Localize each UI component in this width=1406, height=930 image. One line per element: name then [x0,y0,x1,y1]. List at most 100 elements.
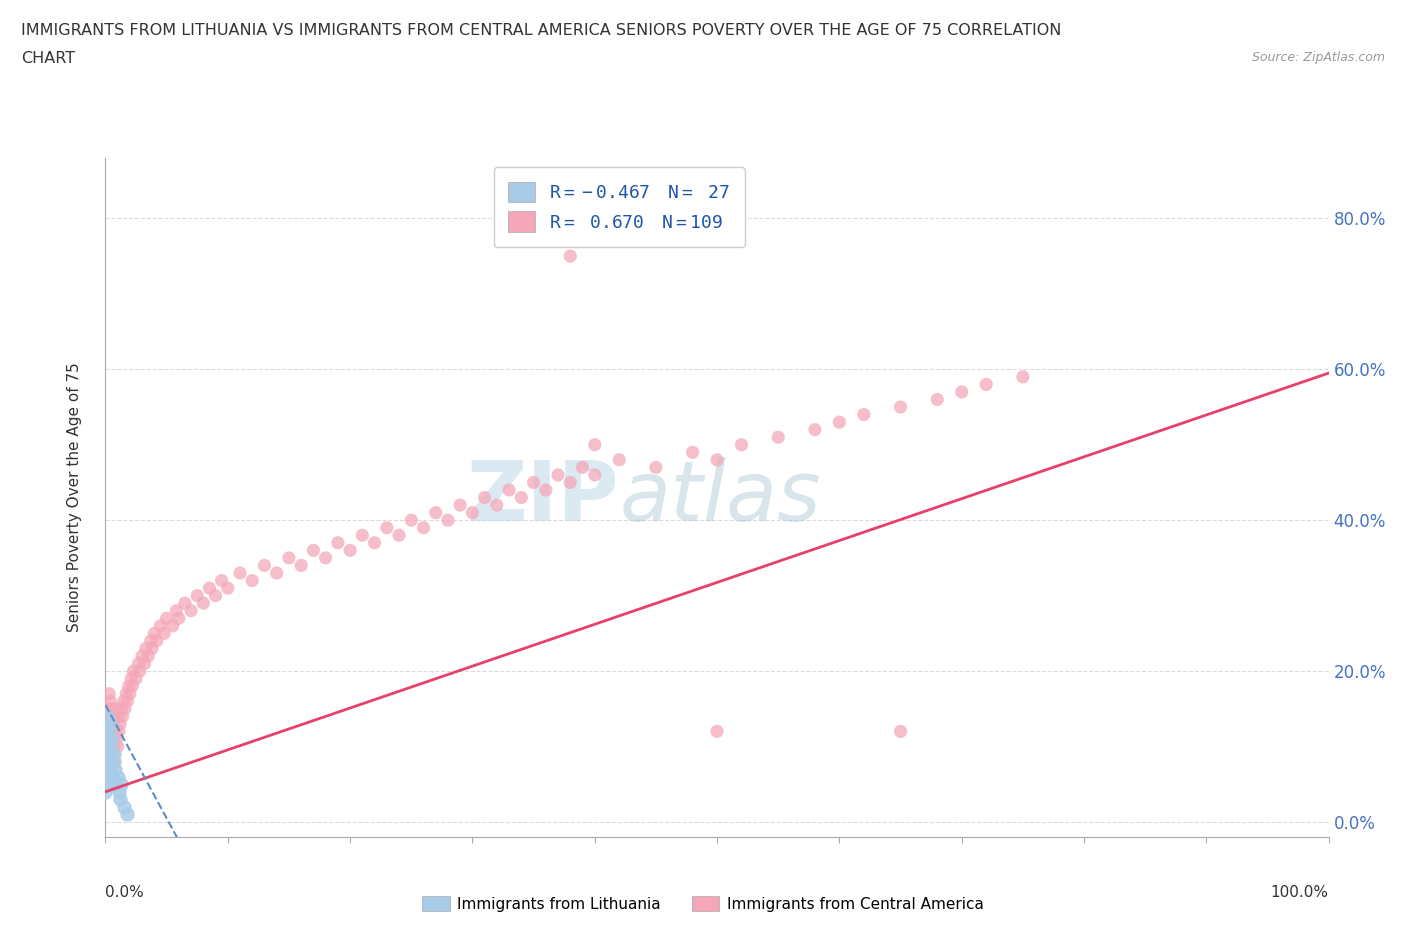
Point [115,686,138,701]
Point [425,505,447,520]
Point [156,611,179,626]
Point [105,777,128,791]
Point [437,512,460,527]
Point [571,460,593,475]
Point [804,422,827,437]
Point [111,709,134,724]
Point [461,505,484,520]
Point [136,648,159,663]
Point [103,739,125,754]
Point [110,777,132,791]
Point [165,604,187,618]
Text: CHART: CHART [21,51,75,66]
Point [117,694,139,709]
Point [108,724,131,738]
Point [768,430,790,445]
Point [522,475,544,490]
Point [101,716,124,731]
Point [122,664,145,679]
Point [534,483,557,498]
Point [889,400,911,415]
Point [339,543,361,558]
Point [510,490,533,505]
Point [112,800,135,815]
Point [852,407,875,422]
Point [118,679,141,694]
Point [98,747,121,762]
Point [974,377,997,392]
Point [103,747,125,762]
Point [388,528,411,543]
Point [162,618,184,633]
Point [96,739,118,754]
Y-axis label: Seniors Poverty Over the Age of 75: Seniors Poverty Over the Age of 75 [67,363,82,632]
Point [139,633,162,648]
Text: atlas: atlas [619,457,821,538]
Point [229,565,252,580]
Point [112,694,135,709]
Point [302,543,325,558]
Point [412,520,434,535]
Point [180,604,202,618]
Point [100,701,122,716]
Point [149,618,172,633]
Point [583,437,606,452]
Point [146,633,169,648]
Point [96,709,118,724]
Point [352,528,374,543]
Point [108,716,131,731]
Point [644,460,668,475]
Point [97,701,120,716]
Point [98,724,121,738]
Text: IMMIGRANTS FROM LITHUANIA VS IMMIGRANTS FROM CENTRAL AMERICA SENIORS POVERTY OVE: IMMIGRANTS FROM LITHUANIA VS IMMIGRANTS … [21,23,1062,38]
Point [326,536,349,551]
Point [253,558,276,573]
Point [104,754,127,769]
Point [94,784,117,799]
Point [98,716,121,731]
Point [101,769,124,784]
Point [127,656,149,671]
Point [198,580,221,595]
Text: 100.0%: 100.0% [1271,884,1329,899]
Point [98,754,121,769]
Point [94,724,117,738]
Point [108,784,131,799]
Point [97,732,120,747]
Point [143,626,166,641]
Point [105,701,128,716]
Point [98,762,121,777]
Point [103,709,125,724]
Point [125,671,148,686]
Point [217,580,239,595]
Point [211,573,233,588]
Point [730,437,752,452]
Point [498,483,520,498]
Point [101,747,124,762]
Point [131,648,153,663]
Point [682,445,704,459]
Point [96,709,118,724]
Point [174,596,197,611]
Point [98,739,121,754]
Point [193,596,215,611]
Point [105,732,128,747]
Point [315,551,337,565]
Legend: Immigrants from Lithuania, Immigrants from Central America: Immigrants from Lithuania, Immigrants fr… [416,889,990,918]
Point [950,384,973,399]
Point [96,762,118,777]
Point [107,769,129,784]
Point [240,573,263,588]
Point [167,611,190,626]
Point [363,536,385,551]
Point [94,769,117,784]
Point [114,701,136,716]
Point [485,498,508,512]
Point [290,558,312,573]
Point [100,732,122,747]
Point [100,777,122,791]
Point [96,747,118,762]
Point [107,709,129,724]
Point [98,694,121,709]
Point [706,724,728,738]
